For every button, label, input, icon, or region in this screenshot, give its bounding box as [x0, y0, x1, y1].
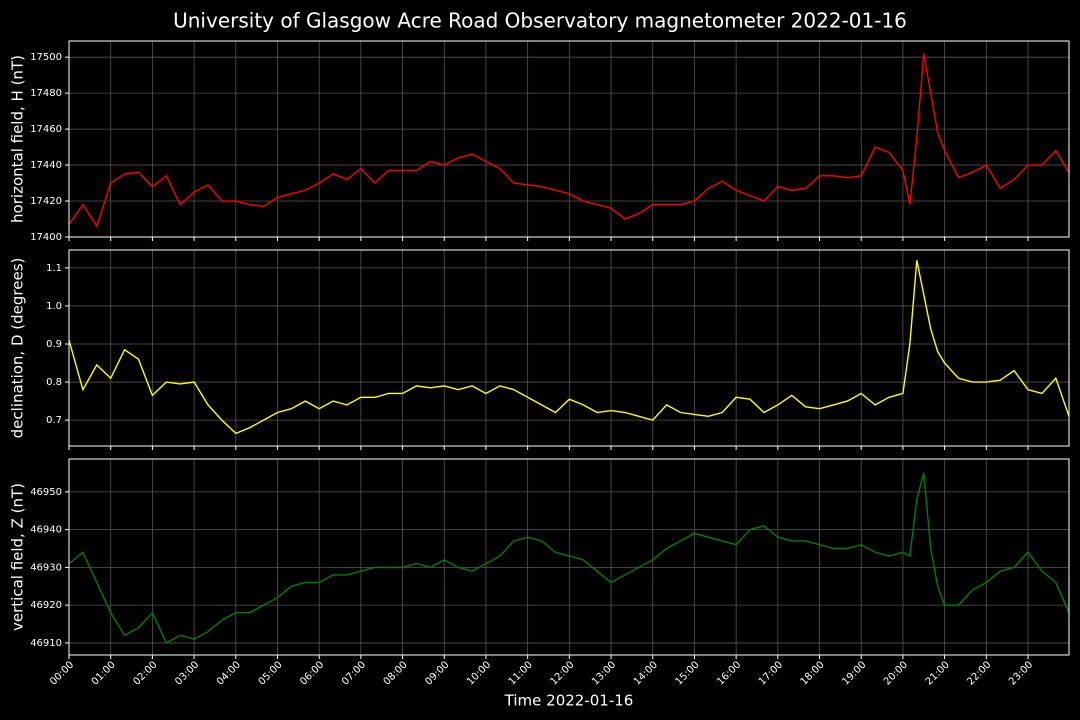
y-tick-label: 0.9 — [46, 339, 62, 350]
y-tick-label: 0.8 — [46, 377, 62, 388]
y-tick-label: 0.7 — [46, 415, 62, 426]
y-tick-label: 1.1 — [46, 263, 62, 274]
data-line — [68, 260, 1070, 435]
y-tick-label: 46930 — [30, 562, 62, 573]
y-tick-label: 17500 — [30, 52, 62, 63]
y-tick-label: 46950 — [30, 487, 62, 498]
y-axis-label: declination, D (degrees) — [9, 258, 27, 439]
data-line — [68, 53, 1070, 228]
y-tick-label: 46910 — [30, 638, 62, 649]
y-tick-label: 17400 — [30, 232, 62, 243]
y-tick-label: 17420 — [30, 196, 62, 207]
y-tick-label: 17460 — [30, 124, 62, 135]
y-tick-label: 1.0 — [46, 301, 62, 312]
figure-title: University of Glasgow Acre Road Observat… — [173, 9, 907, 33]
data-line — [68, 472, 1070, 644]
axes-frame — [68, 249, 1070, 447]
y-tick-label: 17480 — [30, 88, 62, 99]
y-tick-label: 46940 — [30, 525, 62, 536]
y-axis-label: vertical field, Z (nT) — [9, 483, 27, 631]
y-axis-label: horizontal field, H (nT) — [9, 55, 27, 223]
axes-frame — [68, 458, 1070, 656]
x-axis-label: Time 2022-01-16 — [504, 692, 634, 710]
y-tick-label: 17440 — [30, 160, 62, 171]
y-tick-label: 46920 — [30, 600, 62, 611]
axes-frame — [68, 40, 1070, 238]
